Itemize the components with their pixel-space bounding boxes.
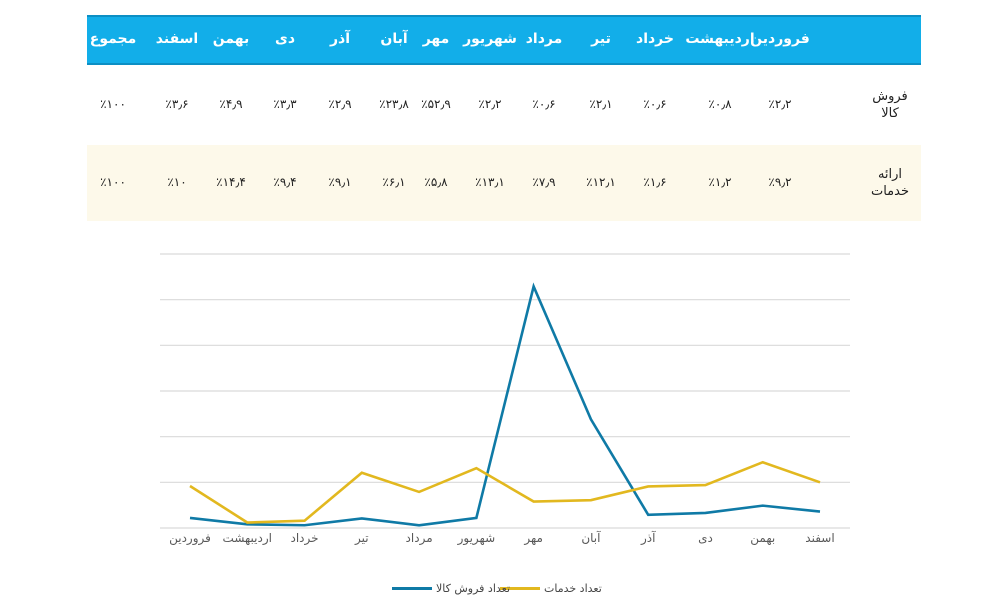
table-cell: ٪۱۴٫۴ [216,175,246,189]
table-cell: ٪۹٫۴ [273,175,296,189]
table-header: فروردیناردیبهشت خرداد تیر مرداد شهریور مهر آبا… [87,15,921,65]
table-cell: ٪۵۲٫۹ [421,97,451,111]
table-cell: ٪۹٫۲ [768,175,791,189]
header-cell: بهمن [213,31,249,47]
header-cell: تیر [591,31,611,47]
series-line-goods-sales [190,286,820,525]
table-row-services: ارائه خدمات ٪۹٫۲ ٪۱٫۲ ٪۱٫۶ ٪۱۲٫۱ ٪۷٫۹ ٪۱۳٫۱ ٪۵… [87,145,921,221]
series-line-services [190,462,820,522]
table-cell: ٪۳٫۳ [273,97,296,111]
table-cell: ٪۲٫۹ [328,97,351,111]
table-cell: ٪۴٫۹ [219,97,242,111]
header-cell: مهر [423,31,450,47]
table-cell: ٪۱۳٫۱ [475,175,505,189]
table-cell: ٪۲٫۱ [589,97,612,111]
table-cell: ٪۰٫۶ [532,97,555,111]
x-tick-label: آذر [640,530,656,545]
table-cell: ٪۵٫۸ [424,175,447,189]
table-cell: ٪۹٫۱ [328,175,351,189]
row-label: فروش کالا [867,88,913,122]
header-cell: آذر [330,31,350,47]
x-tick-label: خرداد [291,531,319,545]
table-cell: ٪۰٫۶ [643,97,666,111]
table-cell: ٪۱۰ [167,175,186,189]
header-cell: شهریور [463,31,517,47]
table-cell: ٪۱۰۰ [100,175,126,189]
table-cell: ٪۲۳٫۸ [379,97,409,111]
table-cell: ٪۶٫۱ [382,175,405,189]
header-cell: خرداد [636,31,674,47]
x-tick-label: دی [698,531,713,545]
x-tick-label: آبان [581,530,601,545]
x-tick-label: اسفند [805,531,834,545]
legend-item-services: تعداد خدمات [500,582,602,595]
header-cell: مجموع [90,31,136,47]
table-cell: ٪۰٫۸ [708,97,731,111]
x-tick-label: شهریور [457,531,496,545]
legend-swatch-blue [392,587,432,590]
header-cell: اردیبهشت [685,31,754,47]
header-cell: آبان [380,31,407,47]
table-cell: ٪۱۲٫۱ [586,175,616,189]
table-cell: ٪۷٫۹ [532,175,555,189]
table-row-goods-sales: فروش کالا ٪۲٫۲ ٪۰٫۸ ٪۰٫۶ ٪۲٫۱ ٪۰٫۶ ٪۲٫۲ ٪۵۲٫۹ ٪… [87,65,921,145]
x-tick-label: مهر [523,531,543,545]
chart-legend: تعداد خدمات تعداد فروش کالا [0,582,1000,600]
table-cell: ٪۲٫۲ [768,97,791,111]
legend-item-goods: تعداد فروش کالا [392,582,510,595]
x-tick-label: اردیبهشت [223,531,272,545]
table-cell: ٪۲٫۲ [478,97,501,111]
line-chart: فروردین اردیبهشت خرداد تیر مرداد شهریور مهر آبا… [150,245,870,545]
header-cell: دی [275,31,295,47]
table-cell: ٪۱٫۶ [643,175,666,189]
table-cell: ٪۱٫۲ [708,175,731,189]
x-tick-label: بهمن [750,531,775,545]
x-tick-label: فروردین [169,531,211,545]
legend-label: تعداد فروش کالا [436,582,510,595]
legend-label: تعداد خدمات [544,582,602,595]
header-cell: مرداد [526,31,563,47]
monthly-share-table: فروردیناردیبهشت خرداد تیر مرداد شهریور مهر آبا… [87,15,921,221]
table-cell: ٪۱۰۰ [100,97,126,111]
table-cell: ٪۳٫۶ [165,97,188,111]
header-cell: فروردین [750,31,810,47]
x-tick-label: مرداد [406,531,433,545]
row-label: ارائه خدمات [867,166,913,200]
header-cell: اسفند [156,31,198,47]
x-tick-label: تیر [354,531,369,545]
